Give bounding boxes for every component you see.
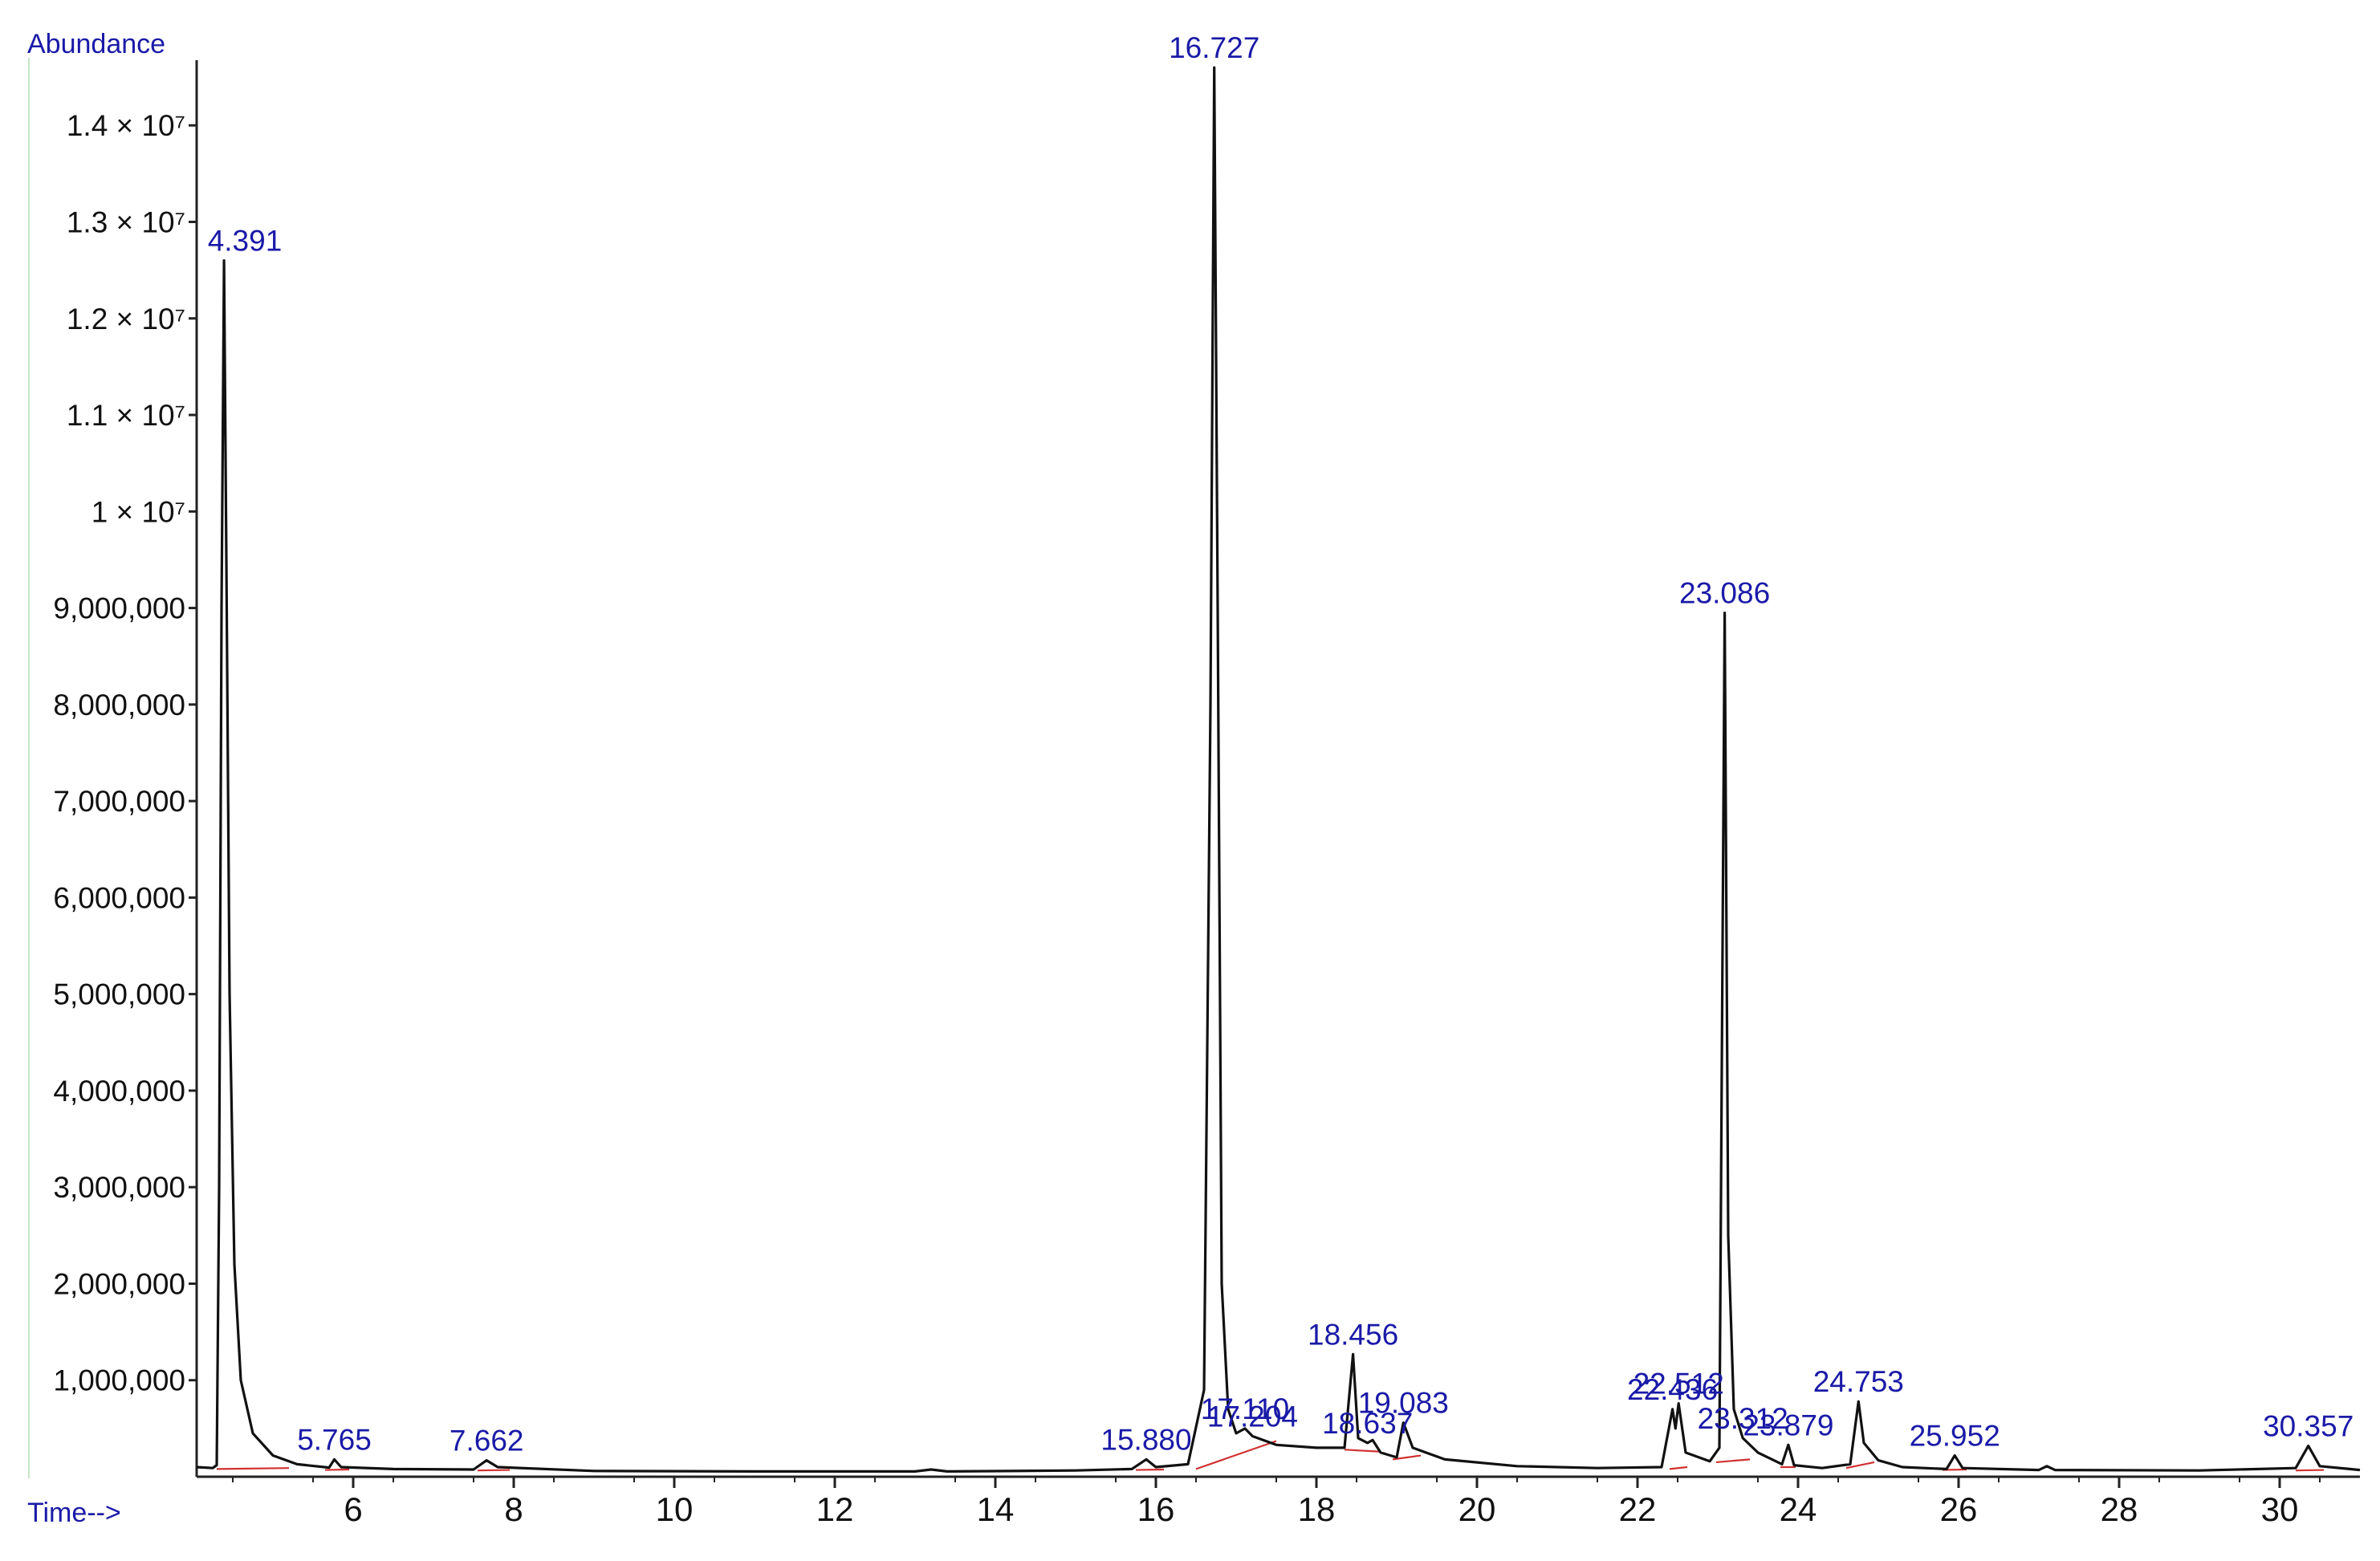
peak-label: 23.086	[1679, 577, 1770, 610]
y-tick-label: 7,000,000	[53, 785, 185, 818]
y-tick-label: 1,000,000	[53, 1364, 185, 1397]
peak-label: 22.512	[1633, 1368, 1724, 1400]
x-tick-label: 12	[816, 1490, 854, 1528]
y-tick-label: 6,000,000	[53, 881, 185, 914]
x-tick-label: 30	[2261, 1490, 2299, 1528]
peak-label: 17.204	[1207, 1400, 1298, 1433]
peak-label: 24.753	[1813, 1365, 1904, 1398]
x-axis-title: Time-->	[27, 1498, 121, 1528]
peak-label: 18.637	[1322, 1407, 1413, 1440]
y-tick-label: 9,000,000	[53, 592, 185, 625]
peak-label: 23.879	[1743, 1409, 1833, 1441]
y-tick-label: 1 × 10⁷	[92, 495, 185, 528]
y-tick-label: 1.3 × 10⁷	[67, 205, 185, 238]
x-tick-label: 8	[504, 1490, 523, 1528]
y-tick-label: 4,000,000	[53, 1075, 185, 1108]
peak-label: 22.436	[1627, 1373, 1718, 1406]
x-axis-ticks: 6 8 10 12 14 16 18 20 22 24 26 28 30	[232, 1477, 2321, 1528]
peak-label: 18.456	[1308, 1318, 1398, 1351]
chromatogram-trace	[196, 66, 2361, 1473]
peak-baseline	[1344, 1449, 1381, 1453]
peak-baseline	[1392, 1454, 1422, 1461]
x-tick-label: 14	[977, 1490, 1015, 1528]
peak-label: 5.765	[297, 1423, 372, 1456]
x-tick-label: 20	[1459, 1490, 1496, 1528]
peak-label: 16.727	[1169, 31, 1259, 64]
peak-baseline	[1195, 1440, 1277, 1470]
x-tick-label: 10	[656, 1490, 694, 1528]
peak-label: 19.083	[1358, 1387, 1449, 1420]
x-tick-label: 24	[1780, 1490, 1817, 1528]
peak-label: 23.312	[1698, 1402, 1788, 1435]
peak-label: 4.391	[208, 225, 283, 258]
x-tick-label: 22	[1619, 1490, 1657, 1528]
y-tick-label: 8,000,000	[53, 689, 185, 722]
peak-label: 17.110	[1201, 1392, 1289, 1425]
peak-baseline	[1845, 1461, 1875, 1470]
peak-baseline	[1715, 1458, 1751, 1464]
peak-baseline	[1669, 1465, 1688, 1470]
peak-label: 15.880	[1100, 1423, 1191, 1456]
peak-label: 7.662	[450, 1425, 524, 1457]
y-tick-label: 3,000,000	[53, 1171, 185, 1204]
x-tick-label: 28	[2101, 1490, 2138, 1528]
y-axis-title: Abundance	[27, 29, 165, 59]
peak-baseline	[216, 1467, 290, 1470]
peak-baseline	[2295, 1469, 2325, 1472]
y-tick-label: 5,000,000	[53, 978, 185, 1011]
plot-area: 1,000,000 2,000,000 3,000,000 4,000,000 5,00…	[28, 31, 2361, 1528]
peak-label: 30.357	[2263, 1410, 2354, 1443]
y-tick-label: 1.1 × 10⁷	[67, 399, 185, 432]
y-tick-label: 1.4 × 10⁷	[67, 109, 185, 142]
peak-baselines	[216, 1440, 2325, 1472]
y-tick-label: 1.2 × 10⁷	[67, 303, 185, 335]
x-tick-label: 26	[1940, 1490, 1978, 1528]
x-tick-label: 16	[1137, 1490, 1175, 1528]
peak-baseline	[477, 1469, 511, 1472]
peak-label: 25.952	[1910, 1420, 2000, 1453]
y-tick-label: 2,000,000	[53, 1267, 185, 1300]
x-tick-label: 18	[1298, 1490, 1336, 1528]
y-axis-ticks: 1,000,000 2,000,000 3,000,000 4,000,000 5,00…	[53, 109, 197, 1397]
x-tick-label: 6	[344, 1490, 362, 1528]
